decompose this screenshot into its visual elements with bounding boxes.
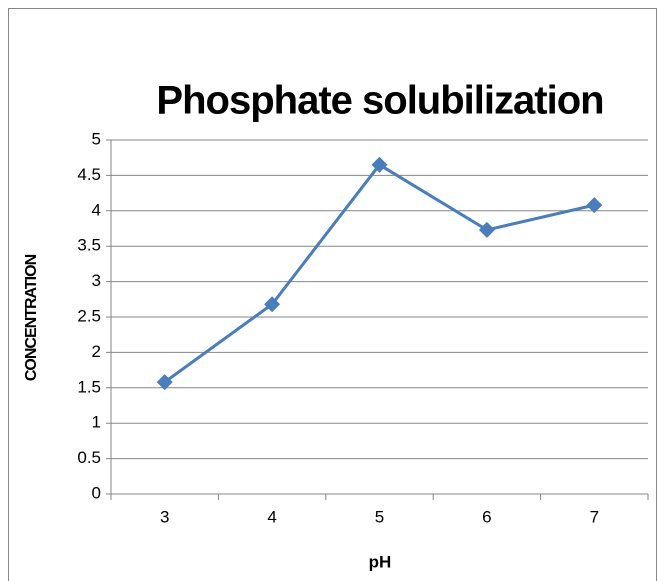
marker xyxy=(156,374,173,391)
y-tick-label: 0 xyxy=(92,483,101,502)
y-tick-label: 2 xyxy=(92,342,101,361)
marker xyxy=(586,197,603,214)
marker xyxy=(264,296,281,313)
y-tick-label: 0.5 xyxy=(77,448,101,467)
x-tick-label: 4 xyxy=(267,507,276,526)
x-tick-label: 5 xyxy=(375,507,384,526)
marker xyxy=(478,221,495,238)
x-tick-label: 6 xyxy=(482,507,491,526)
marker xyxy=(371,156,388,173)
x-tick-label: 7 xyxy=(590,507,599,526)
y-tick-label: 5 xyxy=(92,129,101,148)
y-tick-label: 4.5 xyxy=(77,165,101,184)
y-tick-label: 2.5 xyxy=(77,306,101,325)
y-tick-label: 4 xyxy=(92,200,101,219)
y-tick-label: 1.5 xyxy=(77,377,101,396)
y-tick-label: 3.5 xyxy=(77,236,101,255)
chart-title: Phosphate solubilization xyxy=(156,79,603,123)
y-tick-label: 1 xyxy=(92,413,101,432)
y-axis-label: CONCENTRATION xyxy=(23,254,40,381)
chart-border xyxy=(8,8,657,581)
x-tick-label: 3 xyxy=(160,507,169,526)
y-tick-label: 3 xyxy=(92,271,101,290)
x-axis-label: pH xyxy=(369,552,392,571)
